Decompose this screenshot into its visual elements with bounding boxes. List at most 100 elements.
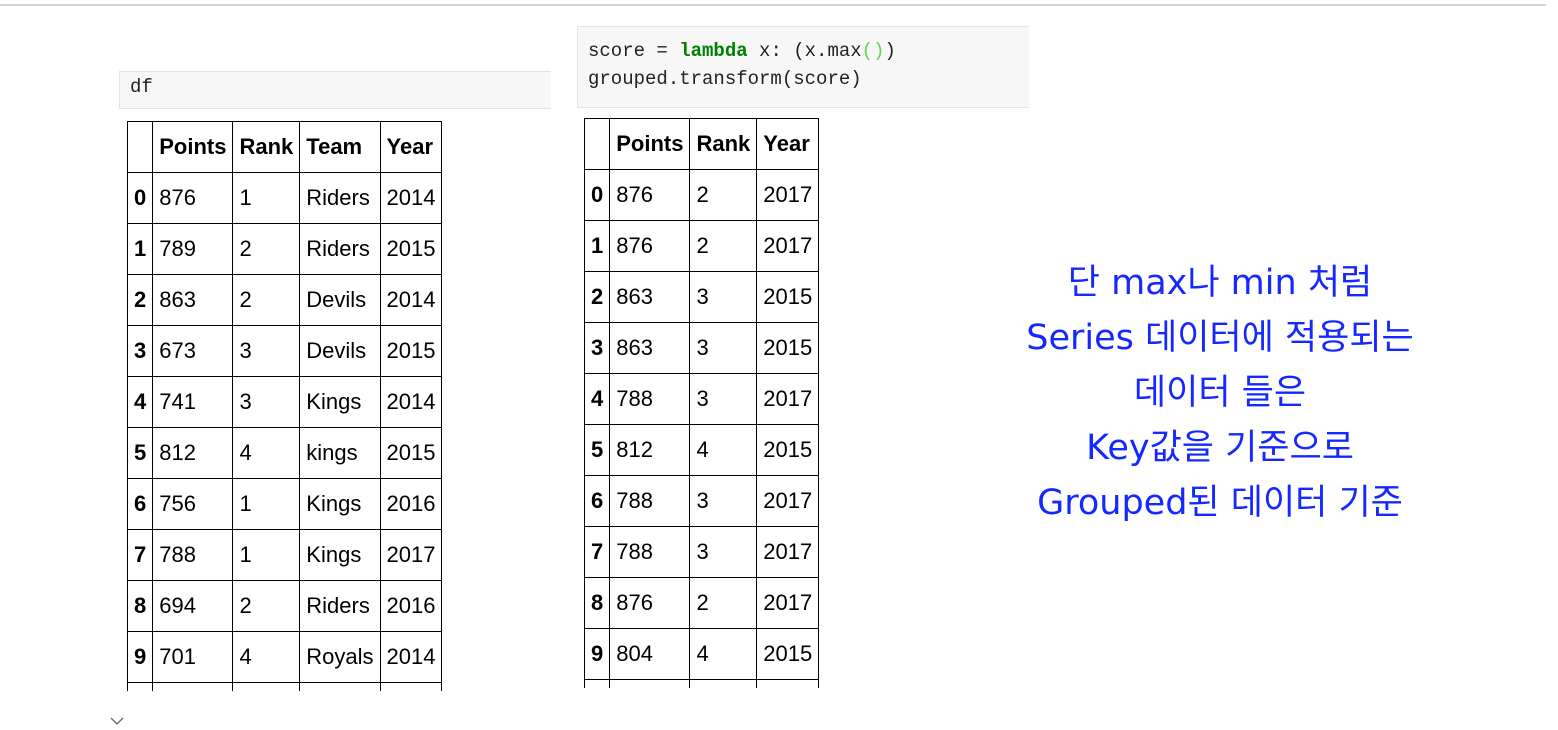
- chevron-down-icon[interactable]: [110, 714, 124, 728]
- table-cell: 2017: [756, 526, 820, 578]
- table-cell: 756: [152, 478, 234, 530]
- table-cell: [152, 682, 234, 691]
- table-row: 0 876 1 Riders 2014: [126, 172, 443, 224]
- table-cell: 3: [232, 325, 301, 377]
- row-index: 4: [583, 373, 611, 425]
- table-cell: 4: [232, 631, 301, 683]
- table-cell: 2015: [379, 223, 443, 275]
- table-cell: 2: [232, 223, 301, 275]
- table-row: 4 788 3 2017: [583, 373, 820, 425]
- table-cell: 2015: [379, 325, 443, 377]
- table-cell: 812: [609, 424, 691, 476]
- table-row: 9 701 4 Royals 2014: [126, 631, 443, 683]
- row-index: 6: [126, 478, 154, 530]
- table-cell: 741: [152, 376, 234, 428]
- table-row-cutoff: [126, 682, 443, 691]
- table-cell: 2: [689, 577, 758, 629]
- table-cell: [756, 679, 820, 688]
- table-row: 5 812 4 kings 2015: [126, 427, 443, 479]
- annotation-line: Key값을 기준으로: [1086, 428, 1354, 468]
- table-row: 5 812 4 2015: [583, 424, 820, 476]
- table-cell: 2017: [756, 373, 820, 425]
- code-token: score =: [588, 40, 680, 62]
- table-cell: Royals: [299, 631, 381, 683]
- table-row-cutoff: [583, 679, 820, 688]
- table-row: 2 863 3 2015: [583, 271, 820, 323]
- table-cell: 863: [609, 322, 691, 374]
- table-row: 1 789 2 Riders 2015: [126, 223, 443, 275]
- code-line-1: score = lambda x: (x.max()): [588, 37, 1029, 65]
- table-row: 3 863 3 2015: [583, 322, 820, 374]
- table-cell: 2017: [756, 475, 820, 527]
- table-cell: 2014: [379, 376, 443, 428]
- table-cell: 876: [609, 169, 691, 221]
- code-cell-df[interactable]: df: [119, 71, 551, 109]
- top-divider: [0, 4, 1546, 6]
- code-keyword: lambda: [679, 40, 748, 62]
- column-header: Points: [152, 121, 234, 173]
- row-index: 1: [583, 220, 611, 272]
- table-cell: 701: [152, 631, 234, 683]
- dataframe-table-right: Points Rank Year 0 876 2 2017 1 876 2 2017 2 863 3 20…: [583, 118, 820, 688]
- table-cell: 1: [232, 172, 301, 224]
- column-header: Year: [756, 118, 820, 170]
- table-cell: 3: [689, 271, 758, 323]
- row-index: 4: [126, 376, 154, 428]
- table-cell: 2015: [756, 424, 820, 476]
- row-index: 3: [583, 322, 611, 374]
- table-cell: 2014: [379, 172, 443, 224]
- table-row: 9 804 4 2015: [583, 628, 820, 680]
- table-cell: 2016: [379, 580, 443, 632]
- table-header-row: Points Rank Team Year: [126, 121, 443, 173]
- table-cell: [583, 679, 611, 688]
- table-cell: 2: [689, 169, 758, 221]
- table-row: 1 876 2 2017: [583, 220, 820, 272]
- table-cell: 4: [689, 424, 758, 476]
- table-cell: Devils: [299, 325, 381, 377]
- table-cell: Devils: [299, 274, 381, 326]
- table-cell: 2: [689, 220, 758, 272]
- table-cell: 1: [232, 529, 301, 581]
- annotation-line: 데이터 들은: [1133, 373, 1307, 413]
- table-cell: 2014: [379, 631, 443, 683]
- table-cell: 789: [152, 223, 234, 275]
- row-index: 8: [583, 577, 611, 629]
- table-row: 8 694 2 Riders 2016: [126, 580, 443, 632]
- code-line-2: grouped.transform(score): [588, 68, 862, 90]
- table-cell: [299, 682, 381, 691]
- table-cell: [379, 682, 443, 691]
- code-cell-transform[interactable]: score = lambda x: (x.max()) grouped.tran…: [577, 26, 1029, 108]
- table-cell: 3: [689, 322, 758, 374]
- code-token: x: (x.max: [747, 40, 862, 62]
- table-cell: 2017: [756, 169, 820, 221]
- table-cell: 876: [609, 220, 691, 272]
- table-cell: kings: [299, 427, 381, 479]
- row-index: 0: [126, 172, 154, 224]
- table-cell: 4: [232, 427, 301, 479]
- table-cell: 2016: [379, 478, 443, 530]
- table-cell: Riders: [299, 223, 381, 275]
- dataframe-table-left: Points Rank Team Year 0 876 1 Riders 2014 1 789 2 R…: [126, 121, 443, 691]
- row-index: 2: [583, 271, 611, 323]
- table-cell: 2017: [756, 220, 820, 272]
- column-header: Rank: [232, 121, 301, 173]
- table-cell: 876: [609, 577, 691, 629]
- annotation-line: Series 데이터에 적용되는: [1026, 318, 1414, 358]
- table-row: 6 756 1 Kings 2016: [126, 478, 443, 530]
- table-cell: 2015: [756, 322, 820, 374]
- column-header: Rank: [689, 118, 758, 170]
- index-header: [126, 121, 154, 173]
- table-row: 0 876 2 2017: [583, 169, 820, 221]
- annotation-line: 단 max나 min 처럼: [1067, 263, 1373, 303]
- table-cell: 2014: [379, 274, 443, 326]
- code-paren-highlight: (): [861, 40, 885, 62]
- table-cell: 788: [609, 475, 691, 527]
- table-cell: 863: [609, 271, 691, 323]
- table-cell: Kings: [299, 376, 381, 428]
- column-header: Team: [299, 121, 381, 173]
- row-index: 7: [126, 529, 154, 581]
- table-cell: 2015: [756, 628, 820, 680]
- table-cell: 788: [609, 526, 691, 578]
- row-index: 5: [583, 424, 611, 476]
- table-cell: [126, 682, 154, 691]
